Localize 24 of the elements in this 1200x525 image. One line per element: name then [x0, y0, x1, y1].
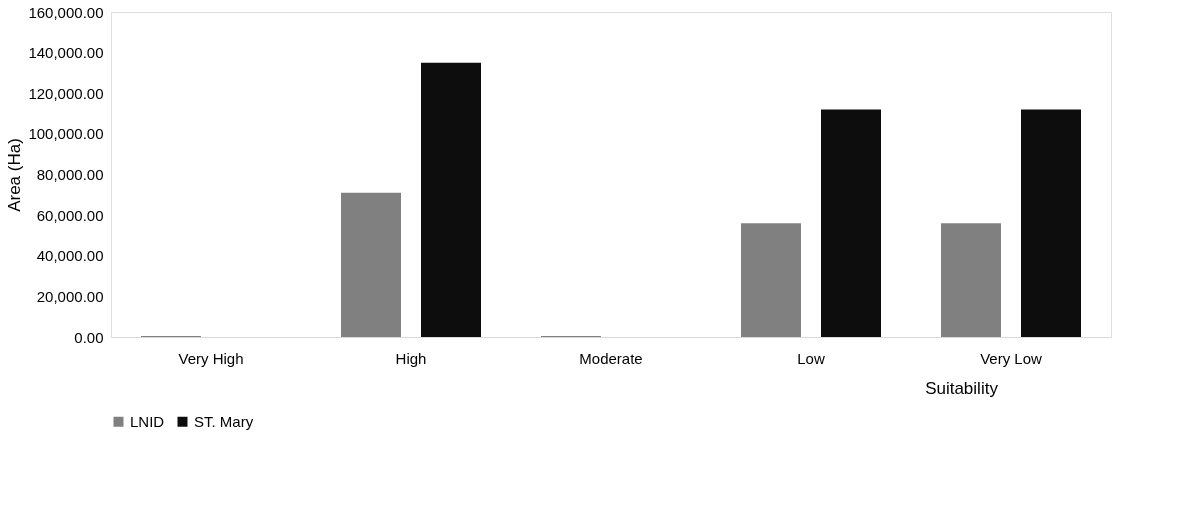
y-tick-label: 20,000.00	[36, 287, 104, 305]
y-tick-label: 140,000.00	[28, 44, 104, 62]
legend-label: ST. Mary	[194, 412, 254, 430]
x-tick-label: High	[395, 349, 427, 367]
bar	[941, 223, 1001, 337]
y-tick-label: 80,000.00	[36, 166, 104, 183]
bar	[821, 109, 881, 337]
y-tick-label: 0.00	[74, 328, 104, 346]
bar	[1021, 109, 1081, 337]
y-tick-label: 40,000.00	[36, 247, 104, 265]
y-tick-label: 120,000.00	[28, 84, 104, 102]
bar	[421, 62, 481, 337]
x-tick-label: Very Low	[980, 349, 1043, 367]
x-tick-label: Very High	[178, 349, 244, 367]
x-tick-label: Low	[797, 349, 825, 367]
x-tick-label: Moderate	[579, 349, 643, 367]
bar	[341, 192, 401, 337]
y-axis-title: Area (Ha)	[5, 138, 25, 212]
y-tick-label: 60,000.00	[36, 206, 104, 224]
y-tick-label: 100,000.00	[28, 125, 104, 143]
legend-label: LNID	[130, 412, 165, 430]
x-axis-title: Suitability	[925, 378, 999, 398]
bar	[741, 223, 801, 337]
y-tick-label: 160,000.00	[28, 3, 104, 21]
